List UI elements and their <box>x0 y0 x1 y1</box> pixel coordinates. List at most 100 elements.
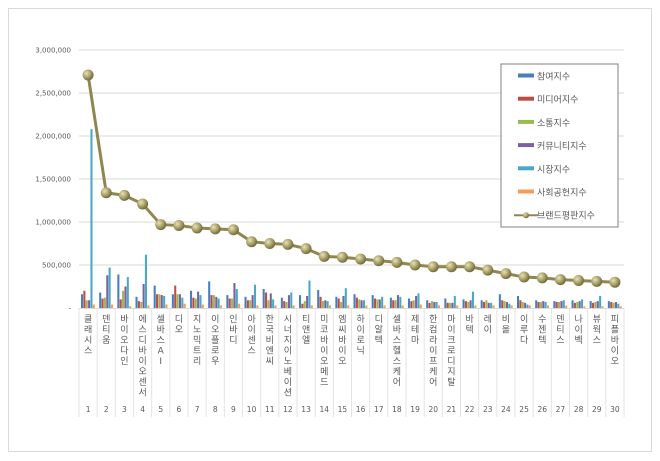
bar <box>335 296 338 308</box>
category-label: 피 <box>611 314 619 325</box>
bar <box>160 295 163 308</box>
category-label: 플 <box>211 335 219 346</box>
bar <box>238 303 241 308</box>
legend-label: 소통지수 <box>537 118 570 129</box>
category-label: 스 <box>393 335 401 346</box>
line-marker <box>518 271 530 283</box>
category-label: 에 <box>138 314 146 325</box>
category-label: 앤 <box>302 325 310 336</box>
bar <box>365 305 368 308</box>
category-label: 션 <box>284 388 292 399</box>
line-marker <box>536 272 548 284</box>
rank-label: 15 <box>338 405 348 414</box>
line-marker <box>609 276 621 288</box>
bar <box>412 300 415 308</box>
category-label: 스 <box>247 346 255 357</box>
bar <box>480 300 483 308</box>
category-label: 라 <box>429 335 438 346</box>
bar <box>487 302 490 308</box>
bar <box>144 254 148 308</box>
bar <box>433 301 436 308</box>
bar <box>290 292 293 308</box>
bar <box>90 129 93 308</box>
line-marker <box>355 253 367 265</box>
legend-label: 브랜드평판지수 <box>537 211 595 222</box>
y-tick-label: - <box>68 305 71 313</box>
bar <box>376 299 379 308</box>
bar <box>310 305 313 308</box>
bar <box>299 295 302 308</box>
bar <box>126 277 129 308</box>
bar <box>163 295 166 308</box>
rank-label: 6 <box>177 405 182 414</box>
bar <box>174 285 177 308</box>
category-label: 트 <box>193 347 201 357</box>
bar <box>474 305 477 308</box>
category-label: 바 <box>120 314 129 325</box>
bar <box>490 302 493 308</box>
legend-label: 사회공헌지수 <box>537 188 587 199</box>
category-label: 컴 <box>429 324 437 336</box>
bar <box>321 301 324 308</box>
bar <box>253 284 257 308</box>
bar <box>553 301 556 308</box>
bar <box>419 304 422 308</box>
bar <box>594 301 597 308</box>
bar <box>360 300 363 308</box>
line-marker <box>336 251 348 263</box>
category-label: 하 <box>356 314 365 325</box>
y-axis-labels: - 500,000 1,000,000 1,500,000 2,000,000 2,500… <box>35 47 71 313</box>
category-label: 티 <box>556 325 564 336</box>
bar <box>158 294 161 308</box>
category-label: 바 <box>465 314 474 325</box>
y-tick-label: 2,000,000 <box>35 133 71 141</box>
line-marker <box>173 219 185 231</box>
category-label: 디 <box>138 335 146 346</box>
bar <box>599 295 602 308</box>
bar <box>181 297 184 308</box>
category-label: 루 <box>520 325 528 336</box>
rank-label: 3 <box>122 405 127 414</box>
rank-label: 18 <box>392 405 402 414</box>
bar <box>428 302 431 308</box>
bar <box>362 300 366 308</box>
chart-frame: - 500,000 1,000,000 1,500,000 2,000,000 2,500… <box>8 8 652 452</box>
category-label: 센 <box>247 335 255 346</box>
bar <box>106 275 109 308</box>
bar <box>607 301 610 308</box>
bar <box>498 294 501 308</box>
line-marker <box>100 187 112 199</box>
category-label: 오 <box>175 325 183 336</box>
bar <box>580 299 584 308</box>
legend-label: 참여지수 <box>537 71 570 83</box>
category-label: 움 <box>102 335 110 346</box>
bar <box>449 302 452 308</box>
bar <box>201 304 204 308</box>
category-label: 엘 <box>302 335 310 346</box>
category-label: 어 <box>429 377 437 388</box>
category-label: 케 <box>429 367 437 378</box>
category-label: 티 <box>302 314 310 325</box>
bar <box>401 305 404 308</box>
category-label: 로 <box>447 347 455 357</box>
category-label: 클 <box>84 314 92 325</box>
bar <box>117 274 120 308</box>
category-label: 메 <box>320 367 328 378</box>
rank-label: 7 <box>195 405 200 414</box>
legend-label: 미디어지수 <box>537 95 578 106</box>
category-label: 덴 <box>102 314 110 325</box>
bar <box>192 297 195 308</box>
category-label: 씨 <box>266 356 274 367</box>
bar <box>324 300 327 308</box>
line-marker <box>155 219 167 231</box>
bar <box>612 302 615 308</box>
bar <box>194 298 197 308</box>
category-label: 엠 <box>338 313 346 325</box>
category-label: 래 <box>84 325 92 336</box>
bar <box>469 300 472 308</box>
bar <box>453 295 456 308</box>
bar <box>464 301 467 308</box>
rank-label: 24 <box>501 405 511 414</box>
bar <box>444 298 447 308</box>
bar <box>269 293 272 308</box>
